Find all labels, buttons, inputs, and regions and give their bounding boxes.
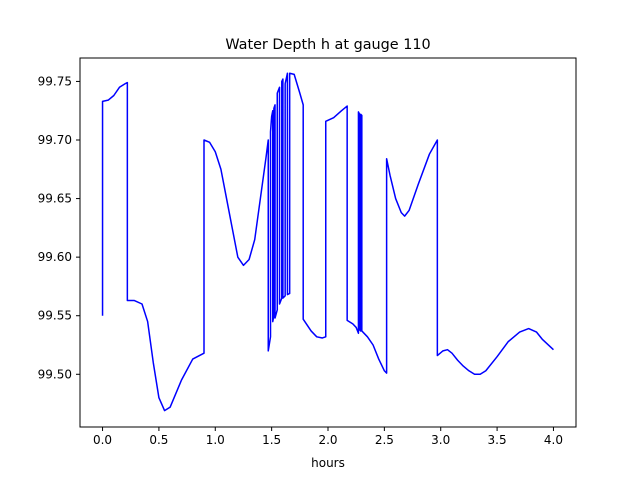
axes: 0.0 0.5 1.0 1.5 2.0 2.5 3.0 3.5 4.0 99.50 99.55 99.… — [38, 57, 577, 447]
y-tick-label: 99.50 — [38, 367, 72, 381]
y-tick-label: 99.65 — [38, 192, 72, 206]
x-tick-label: 3.5 — [488, 433, 507, 447]
x-tick-label: 3.0 — [431, 433, 450, 447]
x-tick-label: 0.5 — [149, 433, 168, 447]
series-line-0 — [101, 72, 554, 412]
x-tick-label: 1.0 — [206, 433, 225, 447]
x-tick-label: 2.0 — [318, 433, 337, 447]
x-tick-label: 4.0 — [544, 433, 563, 447]
chart-title: Water Depth h at gauge 110 — [225, 37, 430, 53]
x-tick-label: 0.0 — [93, 433, 112, 447]
plot-area — [101, 72, 554, 412]
x-tick-label: 2.5 — [375, 433, 394, 447]
x-axis-label: hours — [311, 456, 345, 470]
y-tick-label: 99.55 — [38, 309, 72, 323]
x-tick-label: 1.5 — [262, 433, 281, 447]
y-tick-label: 99.75 — [38, 74, 72, 88]
y-tick-label: 99.70 — [38, 133, 72, 147]
y-tick-label: 99.60 — [38, 250, 72, 264]
